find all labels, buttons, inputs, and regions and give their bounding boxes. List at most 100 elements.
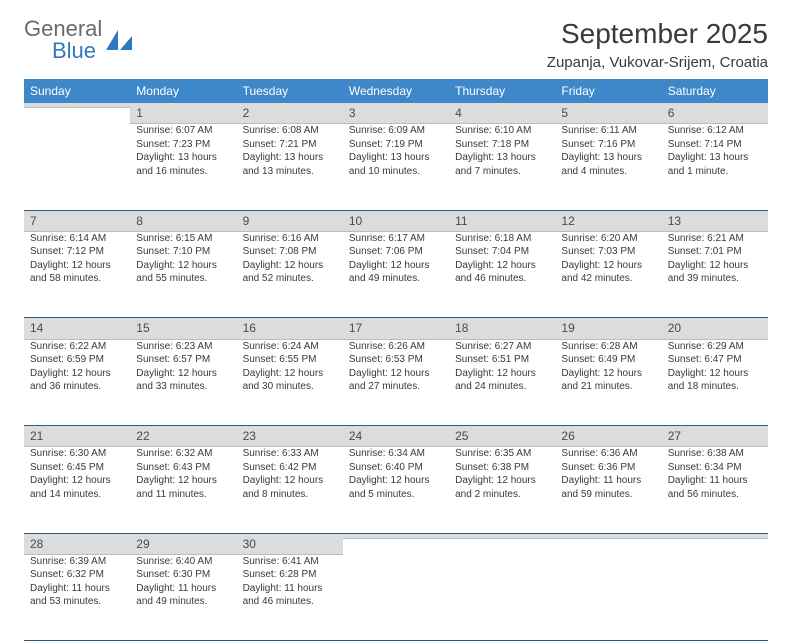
sunset-text: Sunset: 7:10 PM <box>136 245 230 259</box>
day-number: 5 <box>555 103 661 124</box>
weekday-header: Friday <box>555 79 661 103</box>
day-cell <box>343 555 449 641</box>
day-number: 9 <box>237 211 343 232</box>
sunset-text: Sunset: 6:42 PM <box>243 461 337 475</box>
sunset-text: Sunset: 6:47 PM <box>668 353 762 367</box>
sunset-text: Sunset: 6:49 PM <box>561 353 655 367</box>
week-row: Sunrise: 6:07 AMSunset: 7:23 PMDaylight:… <box>24 124 768 210</box>
daylight-text: Daylight: 12 hours and 58 minutes. <box>30 259 124 286</box>
day-cell: Sunrise: 6:33 AMSunset: 6:42 PMDaylight:… <box>237 447 343 533</box>
week-row: Sunrise: 6:22 AMSunset: 6:59 PMDaylight:… <box>24 340 768 426</box>
day-cell: Sunrise: 6:22 AMSunset: 6:59 PMDaylight:… <box>24 340 130 426</box>
day-number: 15 <box>130 318 236 339</box>
day-cell: Sunrise: 6:30 AMSunset: 6:45 PMDaylight:… <box>24 447 130 533</box>
day-number: 6 <box>662 103 768 124</box>
sunrise-text: Sunrise: 6:28 AM <box>561 340 655 354</box>
sunset-text: Sunset: 6:40 PM <box>349 461 443 475</box>
daylight-text: Daylight: 12 hours and 33 minutes. <box>136 367 230 394</box>
day-cell <box>449 555 555 641</box>
sunset-text: Sunset: 7:03 PM <box>561 245 655 259</box>
day-cell: Sunrise: 6:08 AMSunset: 7:21 PMDaylight:… <box>237 124 343 210</box>
day-cell: Sunrise: 6:28 AMSunset: 6:49 PMDaylight:… <box>555 340 661 426</box>
daylight-text: Daylight: 12 hours and 36 minutes. <box>30 367 124 394</box>
day-cell: Sunrise: 6:20 AMSunset: 7:03 PMDaylight:… <box>555 232 661 318</box>
location: Zupanja, Vukovar-Srijem, Croatia <box>547 54 768 71</box>
day-cell: Sunrise: 6:14 AMSunset: 7:12 PMDaylight:… <box>24 232 130 318</box>
sunset-text: Sunset: 7:16 PM <box>561 138 655 152</box>
brand-part2: Blue <box>52 38 96 63</box>
day-number: 7 <box>24 211 130 232</box>
day-number: 10 <box>343 211 449 232</box>
sunset-text: Sunset: 7:19 PM <box>349 138 443 152</box>
daylight-text: Daylight: 11 hours and 49 minutes. <box>136 582 230 609</box>
sunrise-text: Sunrise: 6:10 AM <box>455 124 549 138</box>
daylight-text: Daylight: 13 hours and 7 minutes. <box>455 151 549 178</box>
day-number: 18 <box>449 318 555 339</box>
day-number: 1 <box>130 103 236 124</box>
daylight-text: Daylight: 13 hours and 13 minutes. <box>243 151 337 178</box>
sunrise-text: Sunrise: 6:08 AM <box>243 124 337 138</box>
day-cell: Sunrise: 6:23 AMSunset: 6:57 PMDaylight:… <box>130 340 236 426</box>
day-number: 2 <box>237 103 343 124</box>
day-number: 30 <box>237 534 343 555</box>
daynum-row: 21222324252627 <box>24 426 768 448</box>
sunset-text: Sunset: 6:34 PM <box>668 461 762 475</box>
sunrise-text: Sunrise: 6:22 AM <box>30 340 124 354</box>
title-block: September 2025 Zupanja, Vukovar-Srijem, … <box>547 18 768 71</box>
sunset-text: Sunset: 7:14 PM <box>668 138 762 152</box>
sunrise-text: Sunrise: 6:26 AM <box>349 340 443 354</box>
day-cell: Sunrise: 6:36 AMSunset: 6:36 PMDaylight:… <box>555 447 661 533</box>
day-number <box>24 103 130 108</box>
sunrise-text: Sunrise: 6:38 AM <box>668 447 762 461</box>
day-number: 29 <box>130 534 236 555</box>
day-number: 4 <box>449 103 555 124</box>
day-cell: Sunrise: 6:16 AMSunset: 7:08 PMDaylight:… <box>237 232 343 318</box>
sunset-text: Sunset: 6:36 PM <box>561 461 655 475</box>
sunset-text: Sunset: 6:38 PM <box>455 461 549 475</box>
day-number: 27 <box>662 426 768 447</box>
day-number: 12 <box>555 211 661 232</box>
sunset-text: Sunset: 7:04 PM <box>455 245 549 259</box>
day-cell: Sunrise: 6:15 AMSunset: 7:10 PMDaylight:… <box>130 232 236 318</box>
day-cell: Sunrise: 6:21 AMSunset: 7:01 PMDaylight:… <box>662 232 768 318</box>
sunrise-text: Sunrise: 6:24 AM <box>243 340 337 354</box>
sunrise-text: Sunrise: 6:15 AM <box>136 232 230 246</box>
week-row: Sunrise: 6:39 AMSunset: 6:32 PMDaylight:… <box>24 555 768 641</box>
daylight-text: Daylight: 12 hours and 21 minutes. <box>561 367 655 394</box>
weekday-header: Tuesday <box>237 79 343 103</box>
day-number: 16 <box>237 318 343 339</box>
sunrise-text: Sunrise: 6:09 AM <box>349 124 443 138</box>
sunrise-text: Sunrise: 6:18 AM <box>455 232 549 246</box>
day-number: 8 <box>130 211 236 232</box>
sunset-text: Sunset: 6:55 PM <box>243 353 337 367</box>
daylight-text: Daylight: 11 hours and 53 minutes. <box>30 582 124 609</box>
day-cell: Sunrise: 6:27 AMSunset: 6:51 PMDaylight:… <box>449 340 555 426</box>
sunrise-text: Sunrise: 6:30 AM <box>30 447 124 461</box>
day-number: 26 <box>555 426 661 447</box>
sunrise-text: Sunrise: 6:33 AM <box>243 447 337 461</box>
sunset-text: Sunset: 7:01 PM <box>668 245 762 259</box>
calendar-table: Sunday Monday Tuesday Wednesday Thursday… <box>24 79 768 641</box>
brand-logo: General Blue <box>24 18 132 62</box>
day-cell: Sunrise: 6:10 AMSunset: 7:18 PMDaylight:… <box>449 124 555 210</box>
day-cell: Sunrise: 6:38 AMSunset: 6:34 PMDaylight:… <box>662 447 768 533</box>
day-number: 24 <box>343 426 449 447</box>
sunrise-text: Sunrise: 6:17 AM <box>349 232 443 246</box>
daylight-text: Daylight: 12 hours and 39 minutes. <box>668 259 762 286</box>
daylight-text: Daylight: 12 hours and 18 minutes. <box>668 367 762 394</box>
sunset-text: Sunset: 7:06 PM <box>349 245 443 259</box>
sunrise-text: Sunrise: 6:36 AM <box>561 447 655 461</box>
day-cell: Sunrise: 6:34 AMSunset: 6:40 PMDaylight:… <box>343 447 449 533</box>
daylight-text: Daylight: 12 hours and 46 minutes. <box>455 259 549 286</box>
daylight-text: Daylight: 11 hours and 59 minutes. <box>561 474 655 501</box>
day-number <box>449 534 555 539</box>
daylight-text: Daylight: 12 hours and 14 minutes. <box>30 474 124 501</box>
day-cell: Sunrise: 6:24 AMSunset: 6:55 PMDaylight:… <box>237 340 343 426</box>
sunset-text: Sunset: 6:51 PM <box>455 353 549 367</box>
sunrise-text: Sunrise: 6:40 AM <box>136 555 230 569</box>
day-number: 13 <box>662 211 768 232</box>
day-cell: Sunrise: 6:40 AMSunset: 6:30 PMDaylight:… <box>130 555 236 641</box>
sunrise-text: Sunrise: 6:12 AM <box>668 124 762 138</box>
day-number: 23 <box>237 426 343 447</box>
daynum-row: 78910111213 <box>24 210 768 232</box>
